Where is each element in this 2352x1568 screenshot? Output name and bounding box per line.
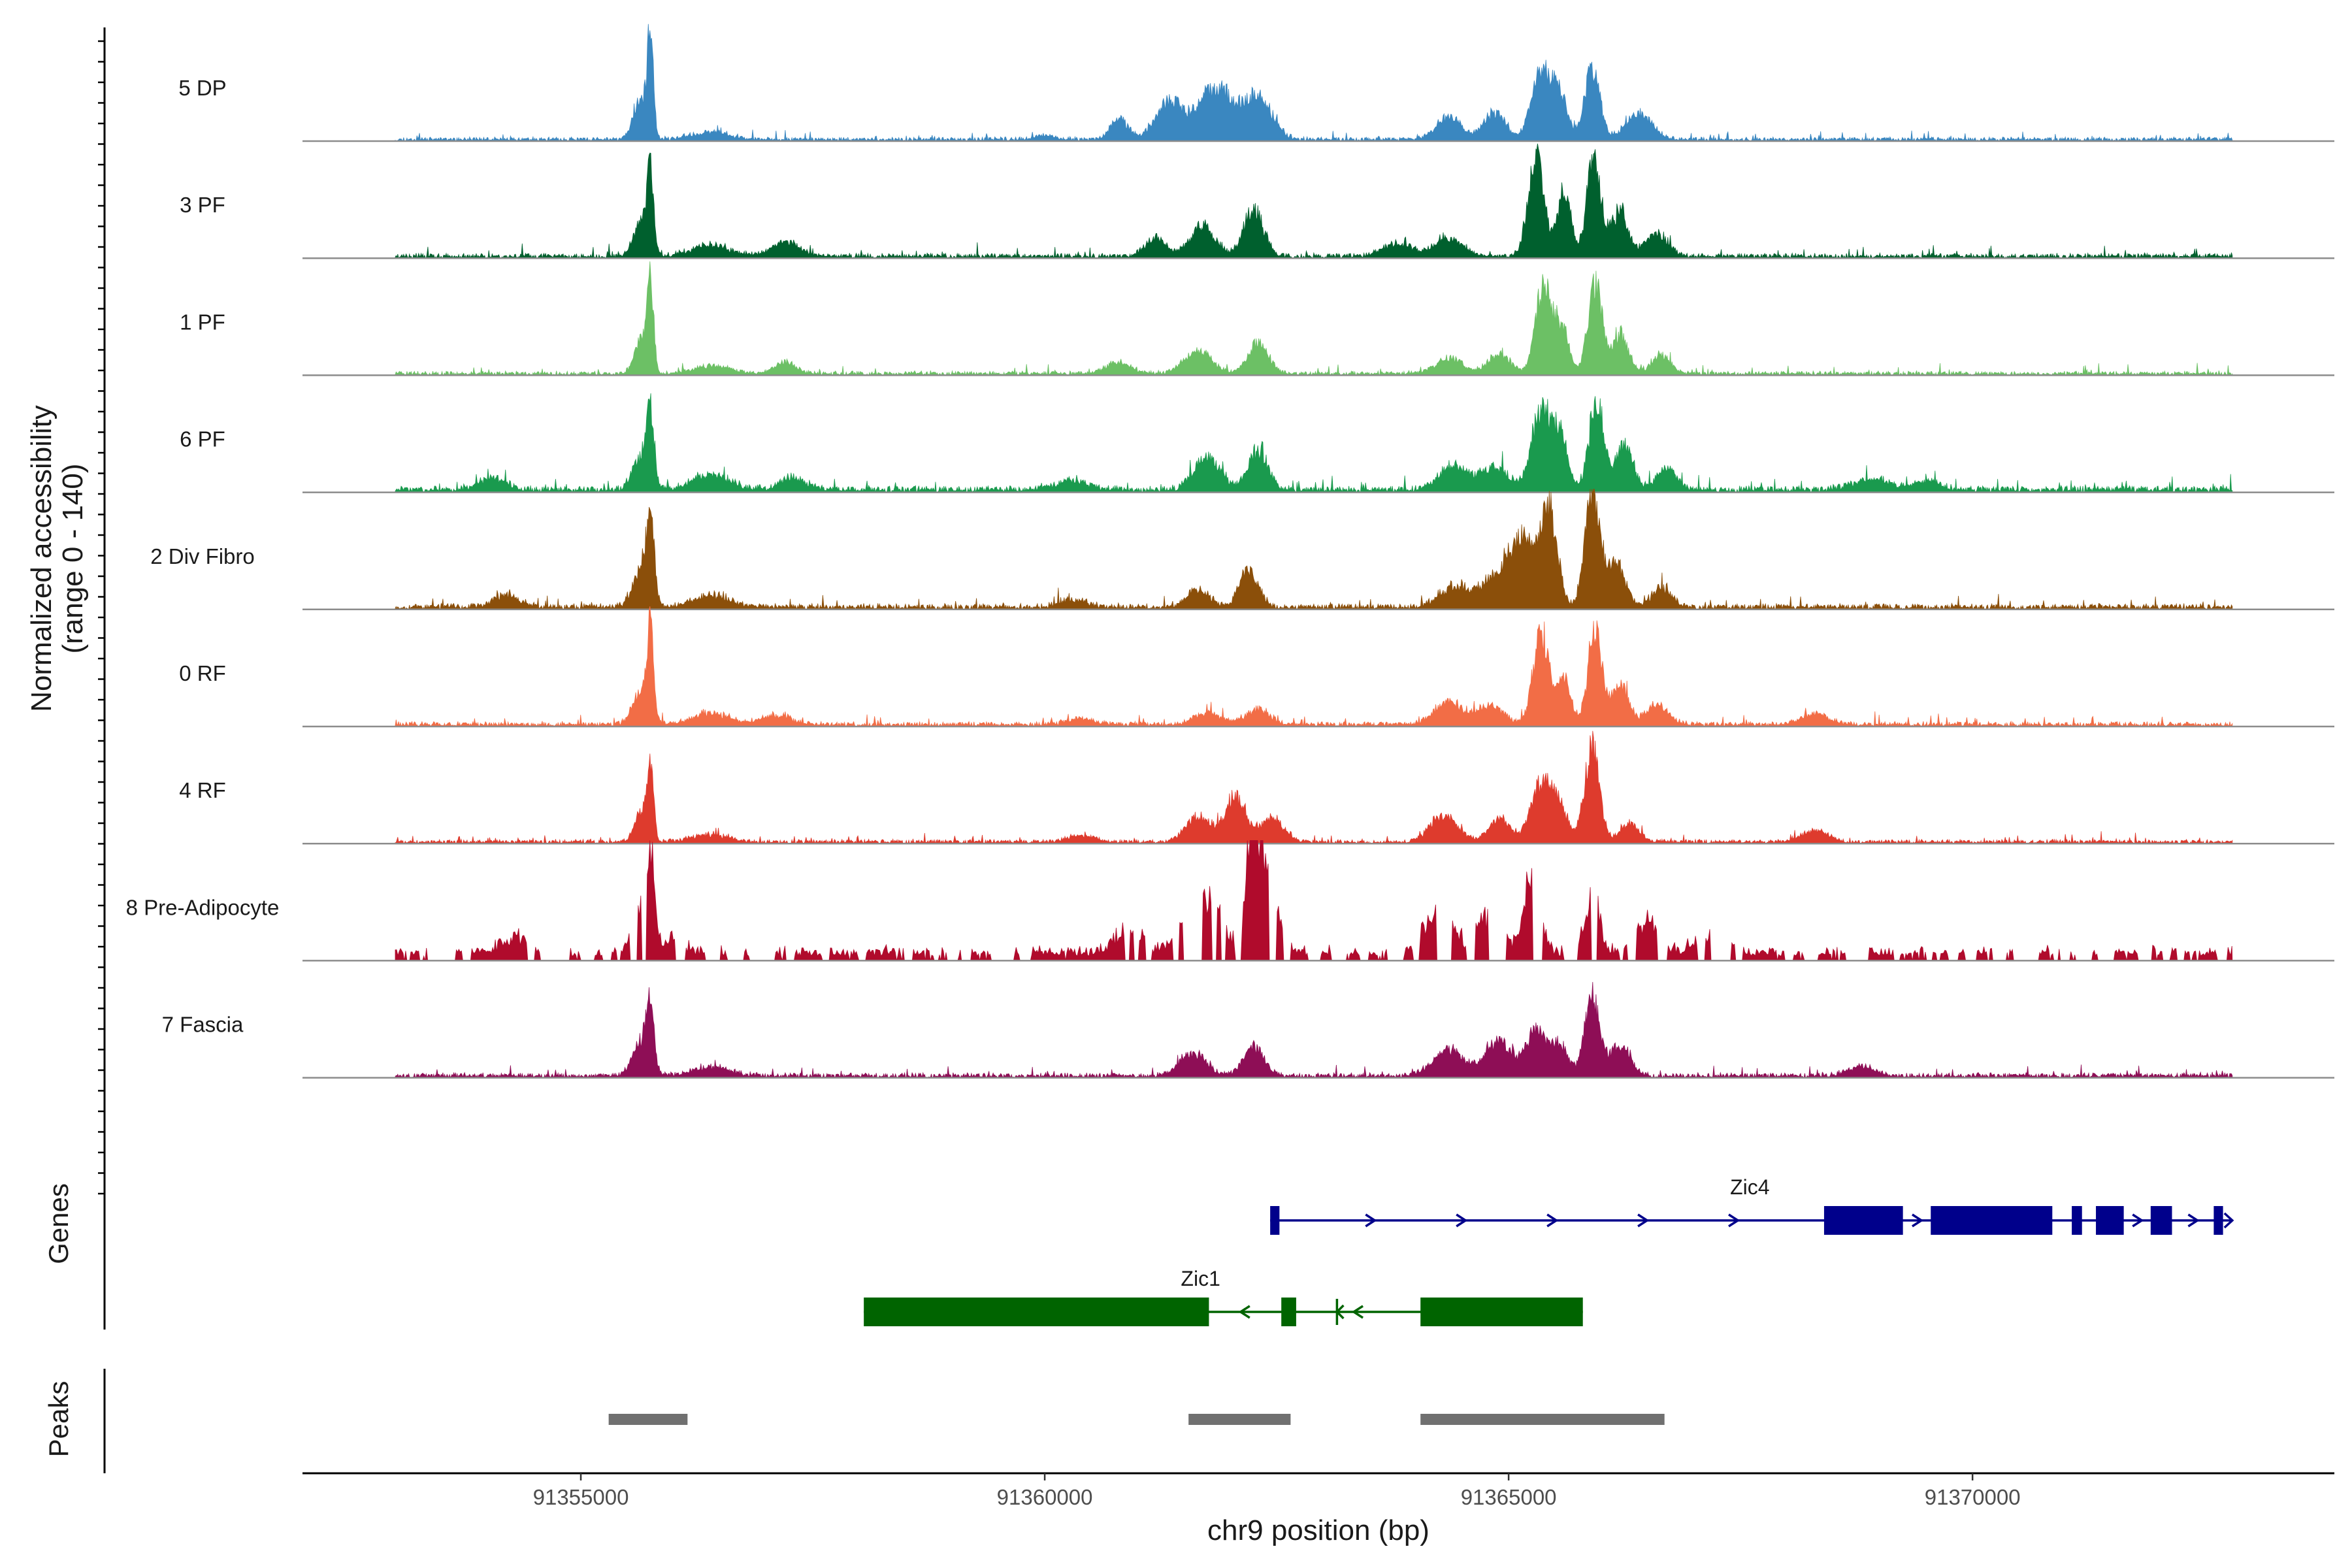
- coverage-area-6: [395, 730, 2233, 845]
- gene-exon-5: [2150, 1206, 2172, 1235]
- y-axis: [98, 27, 106, 1195]
- track-label: 1 PF: [180, 310, 225, 334]
- x-tick-label: 91365000: [1461, 1485, 1557, 1509]
- track-label: 4 RF: [179, 778, 226, 802]
- track-label: 0 RF: [179, 661, 226, 685]
- y-axis-title-line2: (range 0 - 140): [57, 463, 89, 653]
- peak-region-1: [1188, 1414, 1291, 1425]
- strand-arrow-end: [2223, 1212, 2234, 1229]
- track-label: 6 PF: [180, 427, 225, 451]
- coverage-area-0: [395, 24, 2233, 142]
- gene-exon-6: [2213, 1206, 2223, 1235]
- strand-arrow: [1912, 1213, 1924, 1228]
- track-label: 7 Fascia: [162, 1013, 244, 1037]
- coverage-area-1: [395, 143, 2233, 259]
- x-tick-label: 91360000: [997, 1485, 1093, 1509]
- coverage-area-3: [395, 393, 2233, 494]
- strand-arrow: [2187, 1213, 2200, 1228]
- coverage-area-5: [395, 606, 2233, 728]
- strand-arrow: [1351, 1305, 1364, 1319]
- coverage-area-7: [395, 840, 2233, 962]
- gene-exon-4: [2096, 1206, 2124, 1235]
- peaks-panel-title: Peaks: [43, 1381, 74, 1458]
- x-tick-label: 91355000: [533, 1485, 629, 1509]
- strand-arrow: [1637, 1213, 1650, 1228]
- gene-label: Zic4: [1730, 1175, 1769, 1199]
- gene-exon-2: [1420, 1298, 1583, 1326]
- genes-panel-title: Genes: [43, 1183, 74, 1264]
- peak-region-2: [1420, 1414, 1665, 1425]
- strand-arrow: [1238, 1305, 1250, 1319]
- strand-arrow: [1365, 1213, 1377, 1228]
- strand-arrow: [1456, 1213, 1468, 1228]
- coverage-tracks: 5 DP 3 PF 1 PF 6 PF 2 Div Fibro 0 RF 4 RF 8 Pre…: [126, 24, 2334, 1079]
- x-tick-label: 91370000: [1925, 1485, 2021, 1509]
- coverage-area-8: [395, 982, 2233, 1079]
- genes-panel: Zic4 Zic1: [103, 1120, 2234, 1330]
- gene-zic4: Zic4: [1270, 1175, 2234, 1235]
- gene-exon-0: [864, 1298, 1209, 1326]
- track-label: 2 Div Fibro: [150, 544, 255, 568]
- gene-exon-1: [1281, 1298, 1296, 1326]
- coverage-area-2: [395, 261, 2233, 376]
- gene-exon-0: [1270, 1206, 1280, 1235]
- gene-exon-2: [1931, 1206, 2053, 1235]
- track-label: 5 DP: [178, 76, 226, 100]
- gene-exon-3: [2072, 1206, 2082, 1235]
- peaks-panel: [103, 1369, 1665, 1473]
- strand-arrow: [1546, 1213, 1559, 1228]
- gene-zic1: Zic1: [864, 1267, 1583, 1326]
- strand-arrow: [1728, 1213, 1740, 1228]
- coverage-area-4: [395, 489, 2233, 611]
- x-axis: 91355000 91360000 91365000 91370000: [302, 1472, 2334, 1509]
- gene-label: Zic1: [1181, 1267, 1220, 1290]
- strand-arrow: [2132, 1213, 2144, 1228]
- track-label: 8 Pre-Adipocyte: [126, 895, 280, 919]
- x-axis-title: chr9 position (bp): [1207, 1514, 1429, 1546]
- gene-exon-1: [1823, 1206, 1903, 1235]
- y-axis-title-line1: Normalized accessibility: [25, 405, 57, 711]
- strand-arrow: [1335, 1304, 1345, 1320]
- peak-region-0: [608, 1414, 688, 1425]
- track-label: 3 PF: [180, 193, 225, 217]
